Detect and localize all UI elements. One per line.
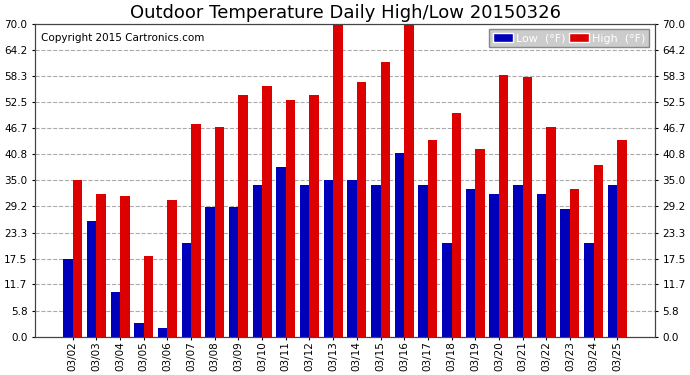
Bar (593, 165, 603, 337)
Bar (347, 180, 357, 337)
Title: Outdoor Temperature Daily High/Low 20150326: Outdoor Temperature Daily High/Low 20150… (130, 4, 560, 22)
Bar (276, 167, 286, 337)
Bar (442, 243, 451, 337)
Bar (333, 24, 343, 337)
Bar (158, 328, 168, 337)
Bar (618, 140, 627, 337)
Bar (466, 189, 475, 337)
Bar (110, 292, 120, 337)
Bar (499, 75, 509, 337)
Bar (239, 95, 248, 337)
Bar (570, 189, 580, 337)
Bar (168, 200, 177, 337)
Bar (428, 140, 437, 337)
Bar (97, 194, 106, 337)
Bar (215, 127, 224, 337)
Bar (63, 258, 72, 337)
Text: Copyright 2015 Cartronics.com: Copyright 2015 Cartronics.com (41, 33, 205, 43)
Bar (404, 15, 414, 337)
Bar (120, 196, 130, 337)
Bar (537, 194, 546, 337)
Bar (229, 207, 239, 337)
Bar (475, 149, 484, 337)
Bar (546, 127, 555, 337)
Bar (584, 243, 593, 337)
Bar (253, 185, 262, 337)
Bar (451, 113, 461, 337)
Bar (262, 86, 272, 337)
Bar (418, 185, 428, 337)
Bar (560, 209, 570, 337)
Bar (181, 243, 191, 337)
Bar (357, 82, 366, 337)
Bar (522, 77, 532, 337)
Bar (206, 207, 215, 337)
Legend: Low  (°F), High  (°F): Low (°F), High (°F) (489, 29, 649, 48)
Bar (191, 124, 201, 337)
Bar (300, 185, 310, 337)
Bar (489, 194, 499, 337)
Bar (380, 62, 390, 337)
Bar (87, 220, 97, 337)
Bar (608, 185, 618, 337)
Bar (135, 323, 144, 337)
Bar (395, 153, 404, 337)
Bar (371, 185, 380, 337)
Bar (72, 180, 82, 337)
Bar (324, 180, 333, 337)
Bar (144, 256, 153, 337)
Bar (286, 100, 295, 337)
Bar (513, 185, 522, 337)
Bar (310, 95, 319, 337)
